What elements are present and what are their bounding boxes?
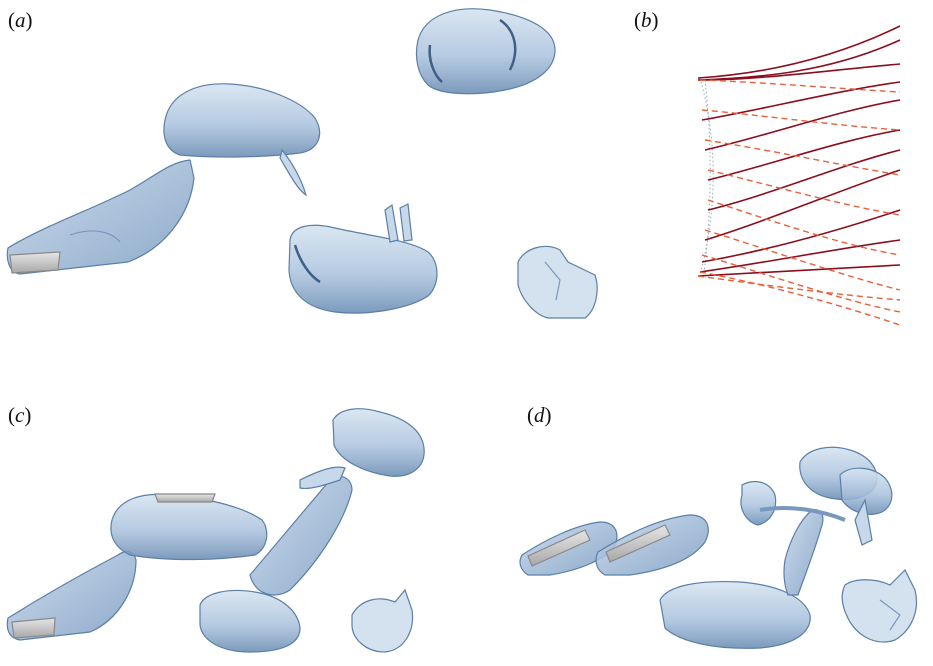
panel-c-render xyxy=(6,408,425,653)
body-c xyxy=(110,493,268,561)
panel-b-lines xyxy=(697,25,901,326)
panel-label-b: (b) xyxy=(634,8,659,32)
solid-lines xyxy=(697,25,901,277)
middle-blob xyxy=(288,224,438,314)
arm-segment-lower-c xyxy=(6,550,137,641)
head-c xyxy=(332,408,425,477)
head-d-right xyxy=(839,467,893,515)
foot-c xyxy=(199,589,301,653)
gripper-metal xyxy=(9,251,61,274)
panel-d-render xyxy=(519,446,917,649)
body-blob xyxy=(163,83,321,158)
dotted-boundary xyxy=(699,77,714,276)
arm-upper-c xyxy=(249,475,353,596)
panel-label-d: (d) xyxy=(527,403,552,427)
panel-label-a: (a) xyxy=(8,8,33,32)
column-d xyxy=(783,509,824,596)
small-piece-c xyxy=(351,588,414,653)
body-d xyxy=(659,581,811,649)
panel-a-render xyxy=(6,8,598,319)
fin xyxy=(279,148,308,197)
dashed-lines xyxy=(697,79,901,326)
panel-label-c: (c) xyxy=(8,403,32,427)
head-blob xyxy=(415,8,556,95)
small-piece-d xyxy=(841,568,917,643)
arm-d-mid xyxy=(595,514,709,576)
small-cube xyxy=(517,245,598,319)
